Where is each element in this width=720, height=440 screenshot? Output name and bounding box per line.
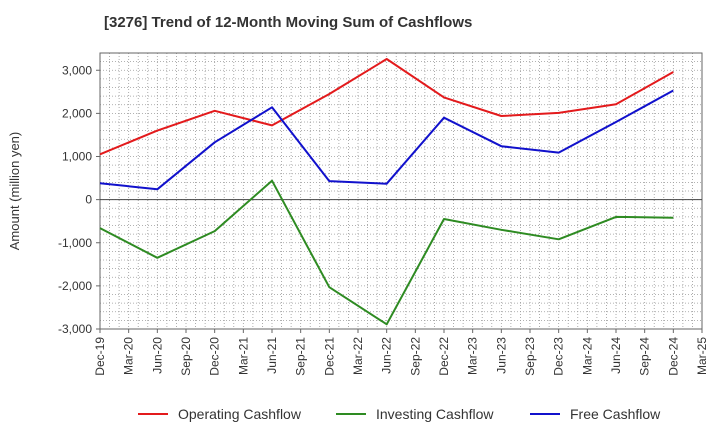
y-axis-title: Amount (million yen) (7, 132, 22, 251)
series-line-free-cashflow (99, 89, 674, 191)
plot-frame (99, 52, 703, 330)
chart-title: [3276] Trend of 12-Month Moving Sum of C… (104, 14, 473, 31)
y-tick-labels: 3,000 2,000 1,000 0 -1,000 -2,000 -3,000 (58, 63, 100, 336)
x-tick-label: Dec-23 (552, 337, 566, 376)
legend-label-operating-cashflow: Operating Cashflow (178, 406, 302, 422)
y-tick-label: 0 (85, 193, 92, 207)
x-tick-label: Sep-20 (179, 337, 193, 376)
x-tick-label: Dec-21 (322, 337, 336, 376)
y-tick-label: 1,000 (62, 150, 92, 164)
x-tick-label: Dec-24 (666, 337, 680, 376)
y-tick-label: 2,000 (62, 106, 92, 120)
y-tick-label: -1,000 (58, 236, 92, 250)
x-tick-label: Jun-21 (265, 337, 279, 374)
x-tick-labels: Dec-19 Mar-20 Jun-20 Sep-20 Dec-20 Mar-21 Jun-… (93, 329, 709, 376)
x-tick-label: Jun-24 (609, 337, 623, 374)
legend-label-investing-cashflow: Investing Cashflow (376, 406, 494, 422)
x-tick-label: Sep-24 (638, 337, 652, 376)
x-tick-label: Sep-22 (408, 337, 422, 376)
x-tick-label: Mar-25 (695, 337, 709, 375)
y-tick-label: 3,000 (62, 63, 92, 77)
x-tick-label: Dec-20 (208, 337, 222, 376)
x-tick-label: Mar-23 (466, 337, 480, 375)
x-tick-label: Mar-21 (236, 337, 250, 375)
x-tick-label: Dec-19 (93, 337, 107, 376)
x-tick-label: Jun-20 (150, 337, 164, 374)
x-tick-label: Jun-22 (380, 337, 394, 374)
series-lines (99, 58, 674, 326)
legend: Operating Cashflow Investing Cashflow Free… (138, 406, 661, 422)
legend-label-free-cashflow: Free Cashflow (570, 406, 661, 422)
x-tick-label: Jun-23 (494, 337, 508, 374)
axes (99, 52, 703, 330)
series-line-operating-cashflow (99, 58, 674, 156)
series-line-investing-cashflow (99, 179, 674, 326)
x-tick-label: Sep-23 (523, 337, 537, 376)
x-tick-label: Dec-22 (437, 337, 451, 376)
x-tick-label: Mar-24 (580, 337, 594, 375)
x-tick-label: Mar-22 (351, 337, 365, 375)
x-tick-label: Sep-21 (294, 337, 308, 376)
y-tick-label: -3,000 (58, 322, 92, 336)
y-tick-label: -2,000 (58, 279, 92, 293)
x-tick-label: Mar-20 (122, 337, 136, 375)
